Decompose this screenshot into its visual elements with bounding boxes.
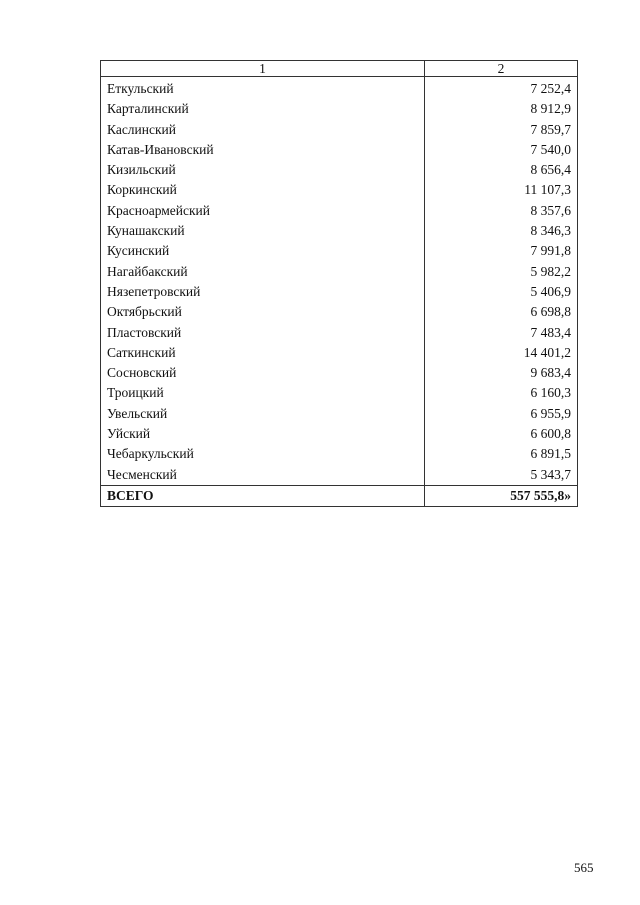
table-row: Чебаркульский 6 891,5 (100, 444, 578, 465)
district-name: Троицкий (100, 383, 425, 404)
district-name: Саткинский (100, 342, 425, 364)
district-value: 8 912,9 (424, 99, 578, 120)
total-value: 557 555,8» (424, 484, 578, 508)
table-row: Кизильский 8 656,4 (100, 160, 578, 181)
district-name: Кизильский (100, 160, 425, 181)
table-row: Коркинский 11 107,3 (100, 180, 578, 201)
total-row: ВСЕГО 557 555,8» (100, 484, 578, 508)
district-value: 5 406,9 (424, 281, 578, 303)
district-name: Красноармейский (100, 200, 425, 222)
table-row: Нагайбакский 5 982,2 (100, 261, 578, 282)
table-row: Нязепетровский 5 406,9 (100, 281, 578, 303)
table-row: Саткинский 14 401,2 (100, 342, 578, 364)
district-value: 6 698,8 (424, 302, 578, 323)
district-name: Коркинский (100, 180, 425, 201)
table-row: Уйский 6 600,8 (100, 424, 578, 445)
district-name: Нагайбакский (100, 261, 425, 282)
district-value: 6 955,9 (424, 403, 578, 425)
district-value: 8 656,4 (424, 160, 578, 181)
district-value: 8 357,6 (424, 200, 578, 222)
table-row: Каслинский 7 859,7 (100, 119, 578, 140)
district-value: 8 346,3 (424, 221, 578, 242)
table-row: Октябрьский 6 698,8 (100, 302, 578, 323)
district-name: Увельский (100, 403, 425, 425)
table-row: Чесменский 5 343,7 (100, 464, 578, 486)
district-name: Пластовский (100, 322, 425, 343)
district-name: Октябрьский (100, 302, 425, 323)
district-name: Еткульский (100, 76, 425, 100)
district-value: 7 859,7 (424, 119, 578, 140)
district-name: Кунашакский (100, 221, 425, 242)
table-row: Троицкий 6 160,3 (100, 383, 578, 404)
table-row: Катав-Ивановский 7 540,0 (100, 139, 578, 161)
column-header-1: 1 (100, 60, 425, 77)
total-label: ВСЕГО (100, 484, 425, 508)
district-name: Кусинский (100, 241, 425, 262)
district-value: 7 483,4 (424, 322, 578, 343)
table-row: Пластовский 7 483,4 (100, 322, 578, 343)
table-row: Еткульский 7 252,4 (100, 76, 578, 100)
district-value: 7 991,8 (424, 241, 578, 262)
district-name: Карталинский (100, 99, 425, 120)
district-table: 1 2 Еткульский 7 252,4 Карталинский 8 912,9… (100, 60, 578, 508)
page-number: 565 (574, 860, 594, 875)
column-header-2: 2 (424, 60, 578, 77)
district-value: 7 252,4 (424, 76, 578, 100)
district-value: 6 600,8 (424, 424, 578, 445)
table-row: Красноармейский 8 357,6 (100, 200, 578, 222)
district-value: 11 107,3 (424, 180, 578, 201)
district-value: 5 982,2 (424, 261, 578, 282)
table-row: Кунашакский 8 346,3 (100, 221, 578, 242)
table-row: Увельский 6 955,9 (100, 403, 578, 425)
district-name: Сосновский (100, 363, 425, 384)
header-row: 1 2 (100, 60, 578, 77)
table-row: Кусинский 7 991,8 (100, 241, 578, 262)
district-value: 5 343,7 (424, 464, 578, 486)
table-row: Карталинский 8 912,9 (100, 99, 578, 120)
district-value: 6 160,3 (424, 383, 578, 404)
district-value: 6 891,5 (424, 444, 578, 465)
district-value: 14 401,2 (424, 342, 578, 364)
district-name: Каслинский (100, 119, 425, 140)
table-row: Сосновский 9 683,4 (100, 363, 578, 384)
district-name: Чебаркульский (100, 444, 425, 465)
district-name: Катав-Ивановский (100, 139, 425, 161)
district-name: Чесменский (100, 464, 425, 486)
district-name: Нязепетровский (100, 281, 425, 303)
district-value: 9 683,4 (424, 363, 578, 384)
district-value: 7 540,0 (424, 139, 578, 161)
district-name: Уйский (100, 424, 425, 445)
